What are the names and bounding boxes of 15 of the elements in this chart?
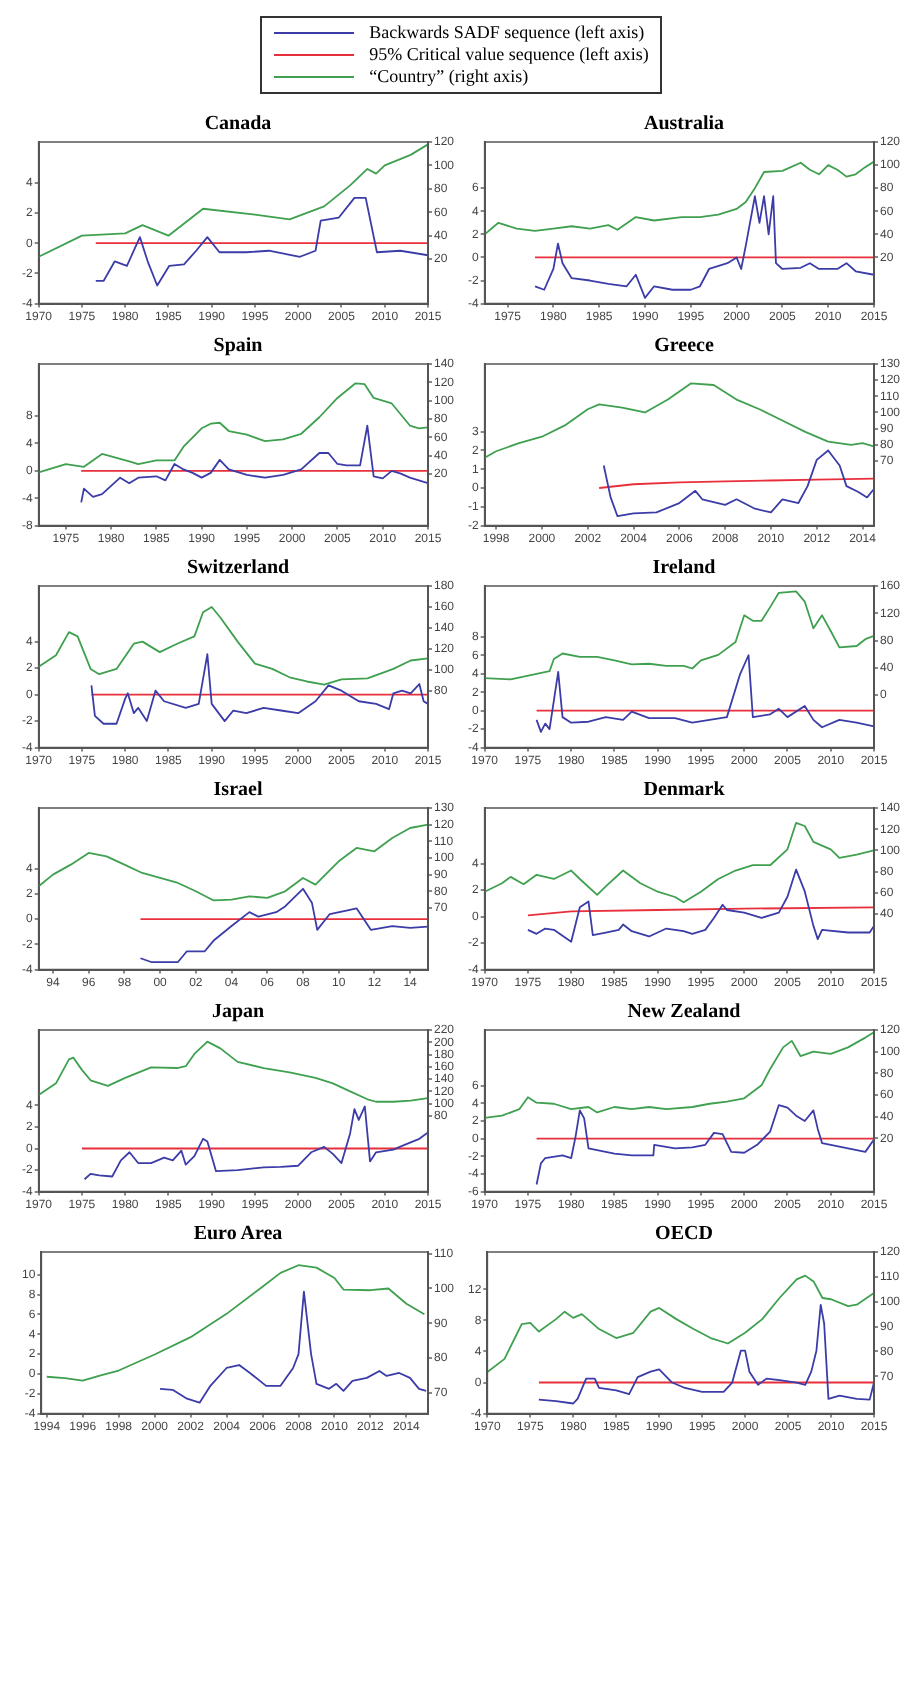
chart-title: Greece xyxy=(654,335,715,358)
chart-title: Japan xyxy=(211,1001,265,1024)
chart-title: Denmark xyxy=(643,779,726,802)
chart-title: Australia xyxy=(644,113,724,136)
chart-title: Israel xyxy=(213,779,263,802)
chart-title: Canada xyxy=(204,113,272,136)
chart-title: New Zealand xyxy=(627,1001,742,1024)
chart-title: Spain xyxy=(213,335,264,358)
chart-title: Euro Area xyxy=(193,1223,283,1246)
legend-label: 95% Critical value sequence (left axis) xyxy=(369,44,649,66)
legend-label: “Country” (right axis) xyxy=(369,66,529,88)
chart-title: OECD xyxy=(655,1223,713,1246)
chart-title: Switzerland xyxy=(186,557,290,580)
chart-title: Ireland xyxy=(652,557,717,580)
legend-label: Backwards SADF sequence (left axis) xyxy=(369,22,645,44)
